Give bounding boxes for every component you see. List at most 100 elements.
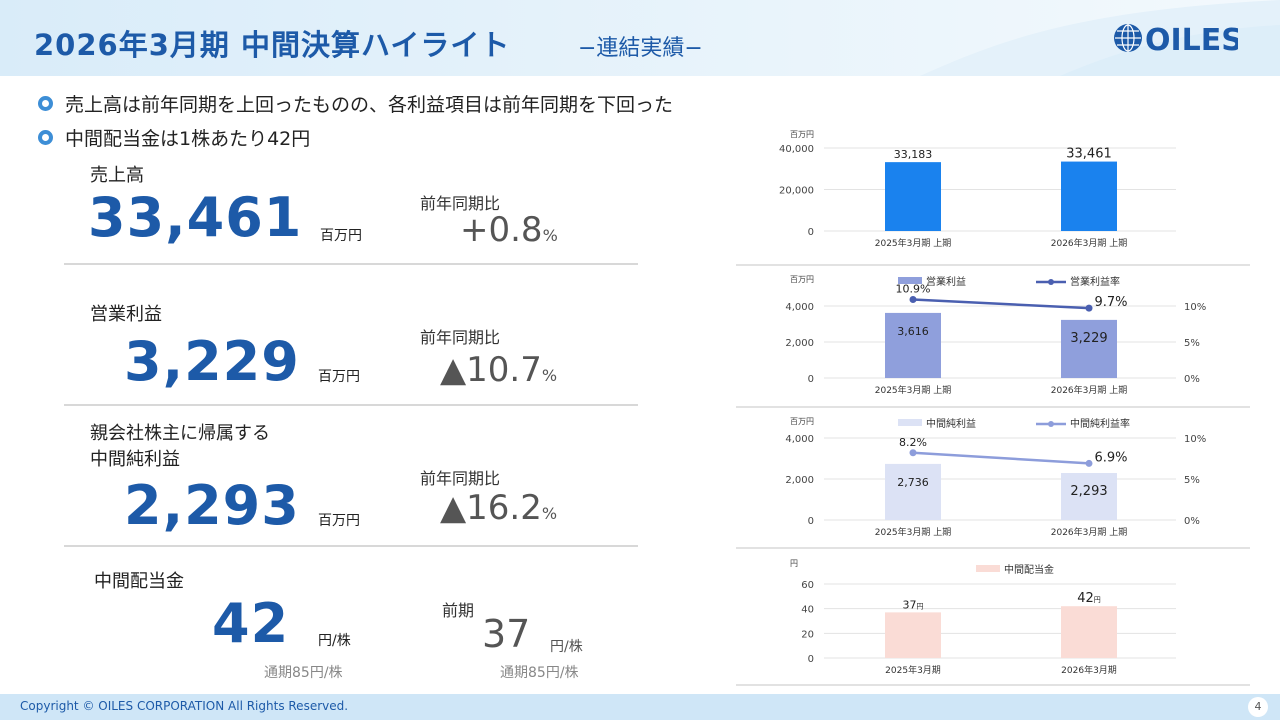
header-wave-decoration [920,0,1280,76]
legend-label: 営業利益 [926,275,966,288]
legend-swatch [898,277,922,284]
op-unit: 百万円 [318,369,360,385]
sales-yoy-value: +0.8% [460,210,558,250]
y-tick-label: 20,000 [779,186,814,197]
x-tick-label: 2025年3月期 上期 [875,237,952,249]
line-point [1085,459,1093,467]
x-tick-label: 2026年3月期 上期 [1051,526,1128,538]
y-tick-label: 2,000 [785,338,814,349]
bullet-icon [38,96,53,111]
y-tick-label: 0 [808,374,814,385]
chart-bar [885,162,941,231]
x-tick-label: 2026年3月期 上期 [1051,237,1128,249]
copyright-text: Copyright © OILES CORPORATION All Rights… [20,699,349,713]
dividend-annual: 通期85円/株 [264,665,343,681]
line-value-label: 8.2% [899,436,927,449]
bar-value-label: 33,461 [1066,147,1112,162]
net-yoy-pct: % [541,504,558,523]
bar-value-label: 33,183 [894,148,933,161]
x-tick-label: 2025年3月期 上期 [875,526,952,538]
bar-value-label: 2,293 [1070,484,1107,499]
page-number: 4 [1248,697,1268,717]
y-tick-label: 60 [801,580,814,591]
y-tick-label: 20 [801,629,814,640]
oiles-logo: OILES [1114,23,1238,56]
x-tick-label: 2025年3月期 上期 [875,384,952,396]
kpi-divider [64,263,638,265]
y-tick-label: 0 [808,516,814,527]
legend-label: 中間純利益 [926,417,976,430]
sales-label: 売上高 [90,165,144,186]
series-line [912,298,1090,310]
net-yoy-label: 前年同期比 [420,469,501,488]
op-yoy-value: ▲10.7% [440,350,557,390]
bullet-text: 売上高は前年同期を上回ったものの、各利益項目は前年同期を下回った [65,94,674,116]
dividend-prev-annual: 通期85円/株 [500,665,579,681]
dividend-chart: 円 0 20 40 60 2025年3月期 2026年3月期 中間配当金 37円 42円 [740,554,1220,682]
y2-tick-label: 5% [1184,338,1200,349]
line-point [909,449,917,457]
sales-yoy-label: 前年同期比 [420,194,501,213]
op-yoy-pct: % [541,366,558,385]
sales-unit: 百万円 [320,228,362,244]
net-yoy-value: ▲16.2% [440,488,557,528]
legend-swatch [898,419,922,426]
kpi-divider [64,404,638,406]
dividend-unit: 円/株 [318,633,351,649]
y2-tick-label: 5% [1184,475,1200,486]
bar-value-label: 3,616 [897,325,929,338]
op-value: 3,229 [124,330,300,393]
dividend-value: 42 [212,592,290,655]
bullet-icon [38,130,53,145]
y-tick-label: 2,000 [785,475,814,486]
chart-unit-label: 百万円 [790,275,814,284]
bar-value-label: 37円 [903,598,924,611]
x-tick-label: 2026年3月期 [1061,664,1117,676]
svg-text:OILES: OILES [1145,23,1238,56]
chart-bar [1061,319,1117,378]
op-label: 営業利益 [90,304,162,325]
legend-label: 中間純利益率 [1070,417,1130,430]
y2-tick-label: 10% [1184,302,1206,313]
bar-value-label: 3,229 [1070,331,1107,346]
net-income-chart: 百万円 0 2,000 4,000 0% 5% 10% 2025年3月期 上期 2026年3月期… [740,412,1220,542]
y2-tick-label: 0% [1184,374,1200,385]
y-tick-label: 4,000 [785,434,814,445]
chart-unit-label: 円 [790,559,798,568]
chart-unit-label: 百万円 [790,417,814,426]
y-tick-label: 40 [801,605,814,616]
footer-bar: Copyright © OILES CORPORATION All Rights… [0,694,1280,720]
chart-divider [736,406,1250,408]
bar-value-suffix: 円 [1094,596,1101,604]
y-tick-label: 0 [808,227,814,238]
y2-tick-label: 10% [1184,434,1206,445]
bar-value-suffix: 円 [917,602,924,610]
dividend-prev-label: 前期 [442,601,475,620]
sales-chart: 百万円 0 20,000 40,000 2025年3月期 上期 2026年3月期 上期 33… [740,128,1220,260]
chart-bar [885,463,941,520]
bullet-sales-summary: 売上高は前年同期を上回ったものの、各利益項目は前年同期を下回った [38,90,673,117]
bar-value-label: 2,736 [897,476,929,489]
chart-divider [736,684,1250,686]
operating-profit-chart: 百万円 0 2,000 4,000 0% 5% 10% 2025年3月期 上期 2026年3月期… [740,270,1220,400]
series-line [912,451,1090,465]
y-tick-label: 4,000 [785,302,814,313]
op-yoy-label: 前年同期比 [420,328,501,347]
line-value-label: 10.9% [896,283,931,296]
x-tick-label: 2026年3月期 上期 [1051,384,1128,396]
line-value-label: 6.9% [1094,450,1127,465]
net-unit: 百万円 [318,513,360,529]
dividend-prev-unit: 円/株 [550,639,583,655]
legend-label: 営業利益率 [1070,275,1120,288]
net-yoy-number: ▲16.2 [440,488,542,528]
legend-marker [1048,421,1054,427]
net-value: 2,293 [124,474,300,537]
y-tick-label: 0 [808,654,814,665]
bar-value-label: 42円 [1077,591,1101,606]
sales-yoy-pct: % [542,226,558,245]
bullet-dividend-summary: 中間配当金は1株あたり42円 [38,124,310,151]
net-label-line1: 親会社株主に帰属する [90,423,270,444]
chart-unit-label: 百万円 [790,130,814,139]
line-value-label: 9.7% [1094,295,1127,310]
sales-yoy-number: +0.8 [460,210,543,250]
